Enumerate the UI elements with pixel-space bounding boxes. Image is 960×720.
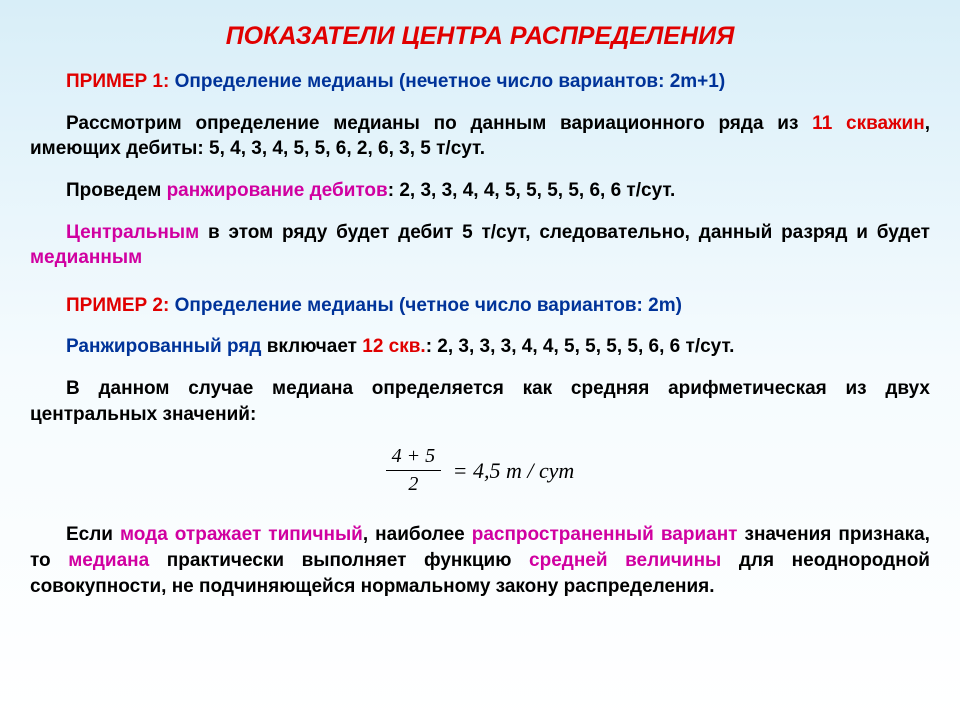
fraction: 4 + 5 2 [386, 445, 442, 496]
para-4: Центральным в этом ряду будет дебит 5 т/… [30, 220, 930, 271]
para-6: Ранжированный ряд включает 12 скв.: 2, 3… [30, 334, 930, 360]
p4c: медианным [30, 247, 142, 268]
p4b: в этом ряду будет дебит 5 т/сут, следова… [199, 222, 930, 243]
p2a: Рассмотрим определение медианы по данным… [66, 113, 812, 134]
para-2: Рассмотрим определение медианы по данным… [30, 111, 930, 162]
p8h: средней величины [529, 550, 721, 571]
fraction-denominator: 2 [386, 471, 442, 496]
median-formula: 4 + 5 2 = 4,5 т / сут [30, 445, 930, 496]
p3b: ранжирование дебитов [167, 180, 388, 201]
p3a: Проведем [66, 180, 167, 201]
p8f: медиана [68, 550, 149, 571]
example2-label: ПРИМЕР 2: [66, 295, 169, 316]
p6c: 12 скв. [362, 336, 425, 357]
slide-title: ПОКАЗАТЕЛИ ЦЕНТРА РАСПРЕДЕЛЕНИЯ [30, 22, 930, 51]
para-7: В данном случае медиана определяется как… [30, 376, 930, 427]
example2-text: Определение медианы (четное число вариан… [169, 295, 682, 316]
p8a: Если [66, 524, 120, 545]
example2-heading: ПРИМЕР 2: Определение медианы (четное чи… [30, 293, 930, 319]
p8g: практически выполняет функцию [149, 550, 529, 571]
p2b: 11 скважин [812, 113, 925, 134]
p6d: : 2, 3, 3, 3, 4, 4, 5, 5, 5, 5, 6, 6 т/с… [426, 336, 735, 357]
p6b: включает [261, 336, 362, 357]
p6a: Ранжированный ряд [66, 336, 261, 357]
p8d: распространенный вариант [472, 524, 738, 545]
p8c: , наиболее [363, 524, 472, 545]
p8b: мода отражает типичный [120, 524, 363, 545]
example1-text: Определение медианы (нечетное число вари… [169, 71, 725, 92]
formula-unit: т / сут [506, 458, 574, 484]
fraction-numerator: 4 + 5 [386, 445, 442, 471]
para-8: Если мода отражает типичный, наиболее ра… [30, 522, 930, 599]
formula-result: = 4,5 [453, 458, 501, 484]
example1-heading: ПРИМЕР 1: Определение медианы (нечетное … [30, 69, 930, 95]
example1-label: ПРИМЕР 1: [66, 71, 169, 92]
para-3: Проведем ранжирование дебитов: 2, 3, 3, … [30, 178, 930, 204]
p3c: : 2, 3, 3, 4, 4, 5, 5, 5, 5, 6, 6 т/сут. [388, 180, 676, 201]
p4a: Центральным [66, 222, 199, 243]
